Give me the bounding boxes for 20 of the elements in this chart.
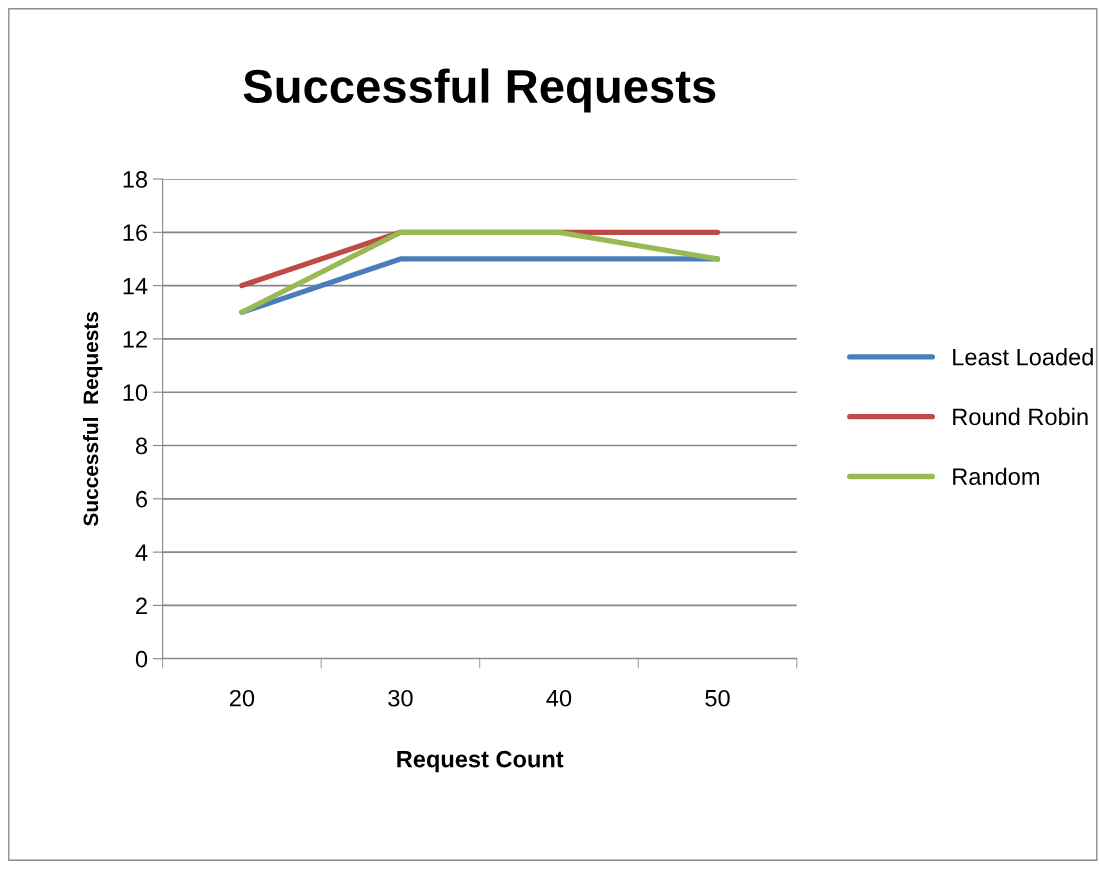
x-tick-label: 50 <box>705 689 730 707</box>
legend-label: Round Robin <box>953 407 1088 426</box>
y-tick-label: 2 <box>136 597 147 614</box>
y-tick-label: 0 <box>135 650 148 668</box>
y-tick-label: 6 <box>136 490 148 508</box>
legend-label: Least Loaded <box>953 348 1093 366</box>
y-tick-label: 12 <box>123 330 147 348</box>
x-tick-label: 40 <box>546 689 572 707</box>
y-tick-label: 10 <box>123 384 148 401</box>
y-tick-label: 4 <box>135 544 148 561</box>
y-tick-label: 18 <box>123 171 148 188</box>
x-tick-label: 20 <box>229 689 255 707</box>
y-axis-title: Successful Requests <box>82 312 103 526</box>
legend-label: Random <box>953 467 1039 485</box>
y-tick-label: 8 <box>135 437 148 455</box>
x-tick-label: 30 <box>388 689 413 707</box>
chart-title: Successful Requests <box>243 68 716 113</box>
x-axis-title: Request Count <box>397 750 564 773</box>
y-tick-label: 16 <box>123 224 148 242</box>
y-tick-label: 14 <box>123 277 148 295</box>
